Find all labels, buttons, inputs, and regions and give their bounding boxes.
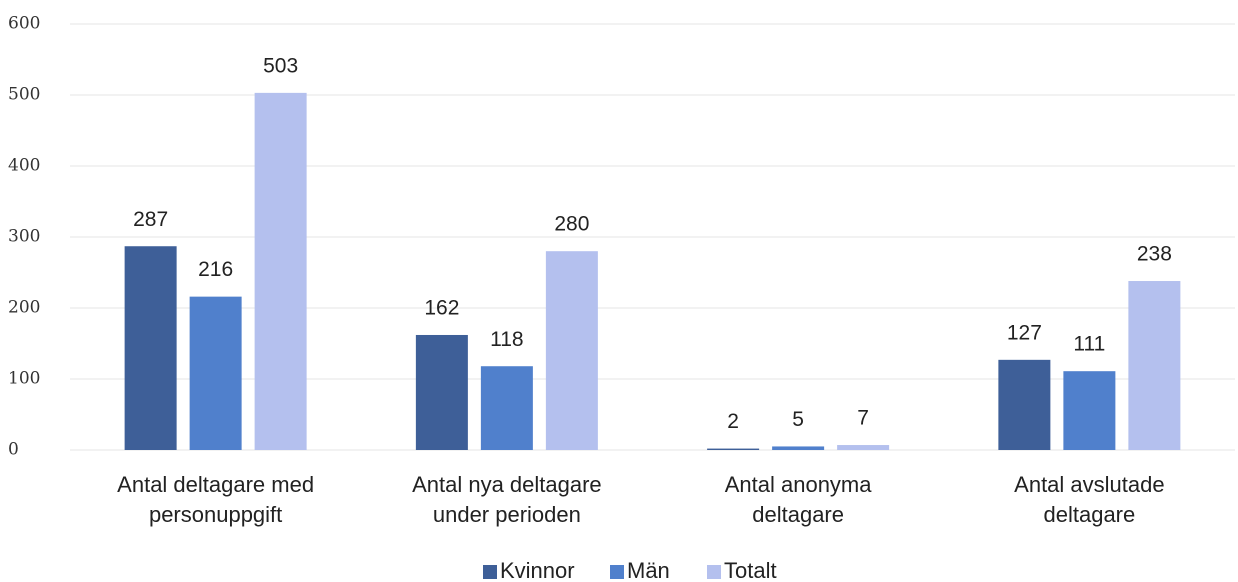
x-tick-label: Antal avslutade (1014, 472, 1164, 497)
y-tick-label: 100 (8, 369, 40, 389)
bar (480, 366, 533, 450)
bar (189, 296, 242, 450)
value-label: 7 (857, 407, 869, 430)
legend-swatch (610, 565, 624, 579)
value-label: 111 (1073, 333, 1105, 356)
bar (254, 92, 307, 451)
bar (1063, 371, 1116, 450)
value-label: 238 (1137, 243, 1172, 266)
x-tick-label: Antal deltagare med (117, 472, 314, 497)
x-tick-label: under perioden (433, 502, 581, 527)
y-tick-label: 600 (8, 14, 40, 34)
x-tick-label: Antal nya deltagare (412, 472, 602, 497)
bar (415, 334, 468, 450)
bar (837, 445, 890, 450)
bar (998, 359, 1051, 450)
legend-label: Totalt (724, 558, 777, 582)
x-tick-label: deltagare (752, 502, 844, 527)
value-label: 216 (198, 258, 233, 281)
x-tick-label: Antal anonyma (725, 472, 873, 497)
value-label: 127 (1007, 321, 1042, 344)
value-label: 162 (424, 297, 459, 320)
legend-swatch (707, 565, 721, 579)
bar (545, 251, 598, 450)
value-label: 2 (727, 410, 739, 433)
bar (772, 446, 825, 450)
bar (1128, 281, 1181, 450)
legend-label: Kvinnor (500, 558, 575, 582)
y-tick-label: 300 (8, 227, 40, 247)
x-tick-label: personuppgift (149, 502, 282, 527)
value-label: 503 (263, 54, 298, 77)
y-tick-label: 200 (8, 298, 40, 318)
value-label: 287 (133, 208, 168, 231)
value-label: 118 (490, 328, 523, 351)
value-label: 5 (792, 408, 804, 431)
y-tick-label: 400 (8, 156, 40, 176)
legend-swatch (483, 565, 497, 579)
value-label: 280 (554, 213, 589, 236)
x-tick-label: deltagare (1044, 502, 1136, 527)
legend-label: Män (627, 558, 670, 582)
y-tick-label: 500 (8, 85, 40, 105)
bar (124, 246, 177, 450)
bar (707, 448, 760, 450)
y-tick-label: 0 (8, 440, 19, 460)
